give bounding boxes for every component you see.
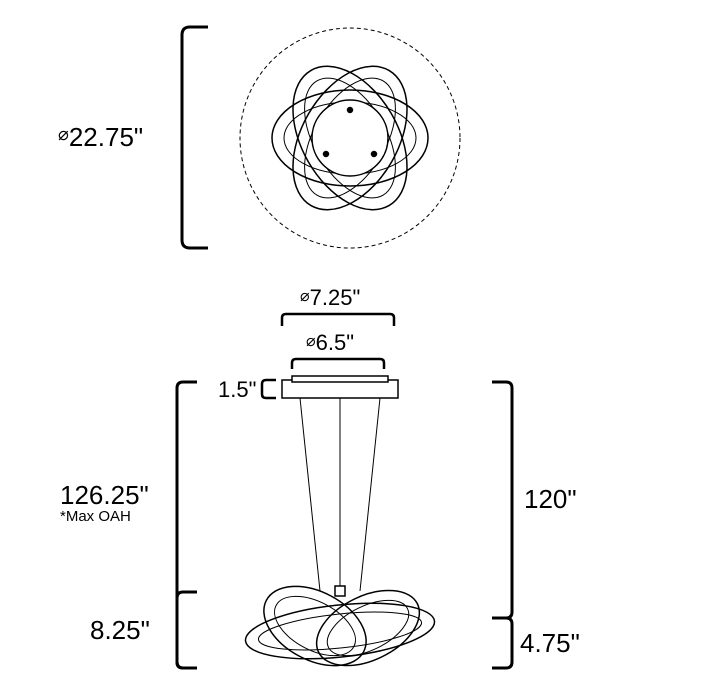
- canopy-outer-bracket: [280, 312, 396, 328]
- top-diameter-label: ⌀22.75": [58, 122, 143, 153]
- wire-length-bracket: [490, 380, 514, 620]
- body-height-label: 8.25": [90, 615, 150, 646]
- body-partial-label: 4.75": [520, 628, 580, 659]
- top-view-drawing: [220, 20, 480, 255]
- canopy-outer-label: ⌀7.25": [300, 285, 360, 311]
- top-diameter-bracket: [180, 25, 210, 250]
- canopy-inner-bracket: [290, 357, 386, 371]
- overall-height-note: *Max OAH: [60, 508, 131, 525]
- diameter-symbol: ⌀: [58, 124, 69, 144]
- wire-length-label: 120": [524, 484, 577, 515]
- canopy-inner-label: ⌀6.5": [306, 330, 354, 356]
- body-partial-bracket: [490, 616, 514, 670]
- overall-height-label: 126.25": [60, 480, 149, 511]
- side-view-drawing: [200, 376, 480, 676]
- body-height-bracket: [175, 590, 199, 670]
